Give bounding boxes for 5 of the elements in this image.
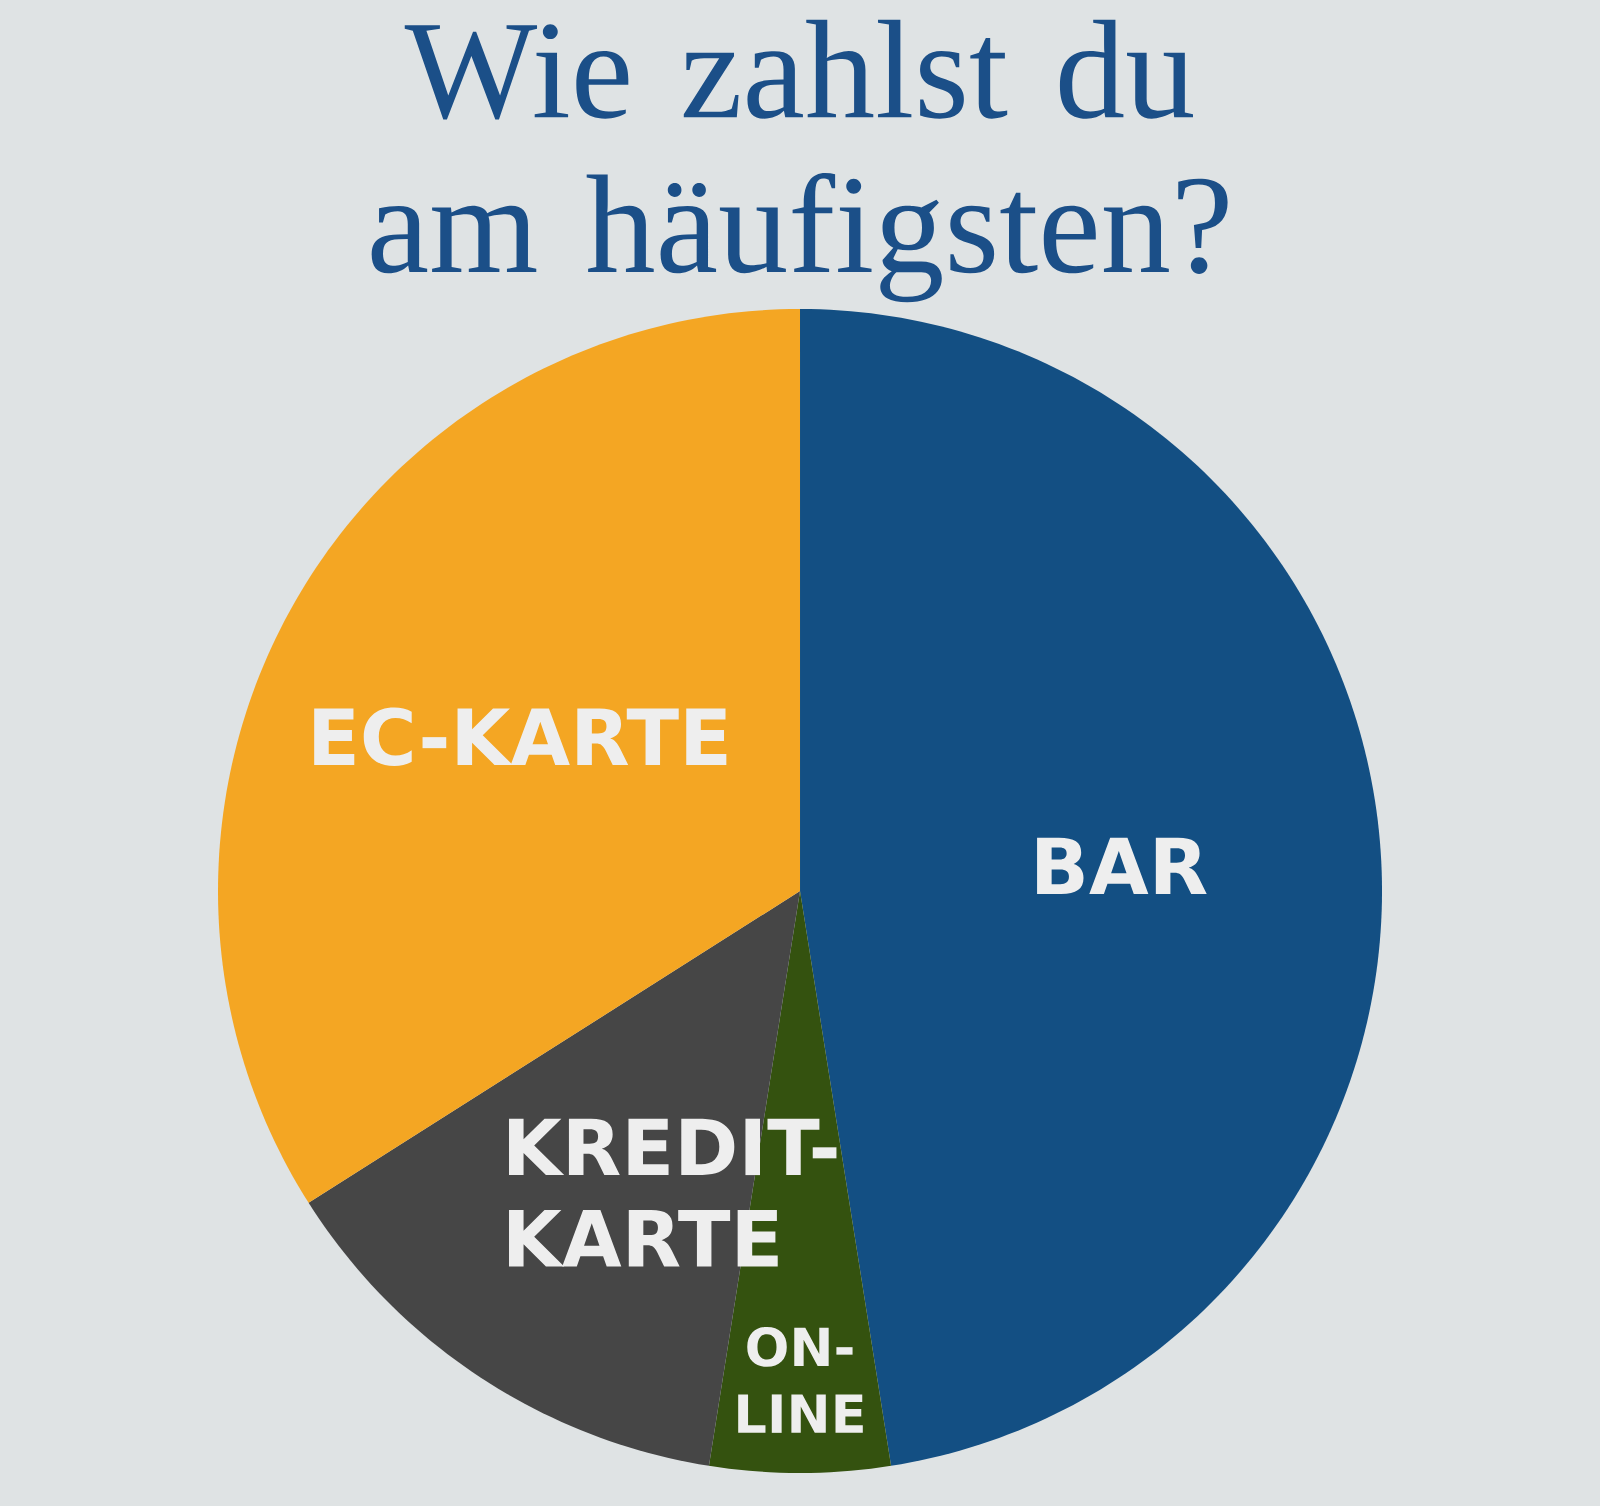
slice-label: ON-LINE bbox=[738, 1326, 863, 1433]
slice-label: BAR bbox=[1037, 837, 1207, 895]
slice-label: KREDIT-KARTE bbox=[509, 1118, 837, 1267]
slice-label: EC-KARTE bbox=[314, 707, 727, 767]
chart-title: Wie zahlst du am häufigsten? bbox=[371, 19, 1228, 303]
